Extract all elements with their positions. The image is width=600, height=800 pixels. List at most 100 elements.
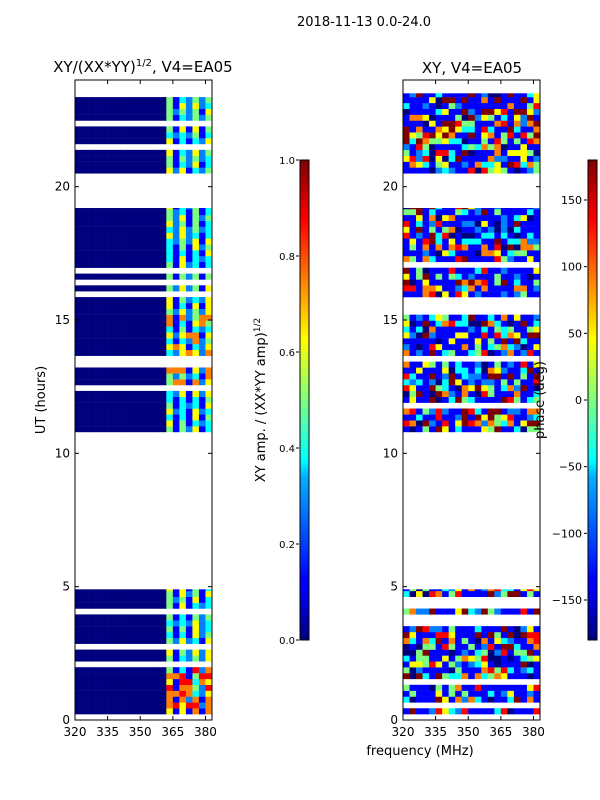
heatmap-cell <box>166 696 174 703</box>
heatmap-cell <box>127 132 135 139</box>
heatmap-cell <box>474 385 482 392</box>
heatmap-cell <box>146 367 154 374</box>
heatmap-cell <box>435 238 443 245</box>
heatmap-cell <box>101 614 108 621</box>
heatmap-cell <box>185 285 193 292</box>
heatmap-cell <box>185 97 193 104</box>
heatmap-cell <box>88 590 95 597</box>
heatmap-cell <box>205 349 212 356</box>
heatmap-cell <box>416 373 423 380</box>
heatmap-cell <box>107 138 115 145</box>
heatmap-cell <box>146 396 154 403</box>
heatmap-cell <box>481 649 489 656</box>
heatmap-cell <box>507 273 515 280</box>
heatmap-cell <box>153 590 161 597</box>
heatmap-cell <box>455 314 463 321</box>
heatmap-cell <box>513 214 521 221</box>
heatmap-cell <box>179 620 187 627</box>
heatmap-cell <box>81 702 89 709</box>
heatmap-cell <box>448 120 456 127</box>
heatmap-cell <box>185 379 193 386</box>
heatmap-cell <box>172 102 180 109</box>
heatmap-cell <box>520 167 528 174</box>
heatmap-cell <box>461 291 469 298</box>
heatmap-cell <box>494 708 502 715</box>
heatmap-cell <box>468 684 476 691</box>
heatmap-cell <box>409 209 417 216</box>
heatmap-cell <box>500 426 508 433</box>
heatmap-cell <box>507 590 515 597</box>
heatmap-cell <box>526 385 534 392</box>
heatmap-cell <box>526 208 534 210</box>
heatmap-cell <box>442 696 449 703</box>
heatmap-cell <box>192 108 200 115</box>
heatmap-cell <box>455 214 463 221</box>
heatmap-cell <box>127 649 135 656</box>
heatmap-cell <box>81 684 89 691</box>
heatmap-cell <box>416 626 423 633</box>
heatmap-cell <box>192 208 200 210</box>
heatmap-cell <box>101 326 108 333</box>
heatmap-cell <box>179 132 187 139</box>
heatmap-cell <box>120 138 128 145</box>
heatmap-cell <box>198 367 206 374</box>
heatmap-cell <box>442 108 449 115</box>
heatmap-cell <box>533 238 540 245</box>
heatmap-cell <box>409 267 417 274</box>
heatmap-cell <box>101 261 108 268</box>
heatmap-cell <box>185 696 193 703</box>
heatmap-cell <box>500 408 508 415</box>
heatmap-cell <box>81 114 89 121</box>
heatmap-cell <box>114 367 121 374</box>
heatmap-cell <box>520 273 528 280</box>
heatmap-cell <box>198 208 206 210</box>
heatmap-cell <box>192 320 200 327</box>
heatmap-cell <box>94 379 102 386</box>
heatmap-cell <box>416 144 423 151</box>
heatmap-cell <box>520 209 528 216</box>
heatmap-cell <box>140 250 148 257</box>
heatmap-cell <box>88 667 95 674</box>
heatmap-cell <box>205 126 212 133</box>
heatmap-cell <box>94 261 102 268</box>
left-colorbar-label-sup: 1/2 <box>253 318 263 332</box>
heatmap-cell <box>455 120 463 127</box>
heatmap-cell <box>94 702 102 709</box>
heatmap-cell <box>442 167 449 174</box>
heatmap-cell <box>75 244 82 251</box>
heatmap-cell <box>81 167 89 174</box>
heatmap-cell <box>140 238 148 245</box>
heatmap-cell <box>455 220 463 227</box>
heatmap-cell <box>192 314 200 321</box>
heatmap-cell <box>474 379 482 386</box>
left-y-axis-label: UT (hours) <box>34 366 49 434</box>
heatmap-cell <box>88 273 95 280</box>
heatmap-cell <box>88 373 95 380</box>
heatmap-cell <box>422 385 430 392</box>
heatmap-cell <box>533 408 540 415</box>
heatmap-cell <box>435 232 443 239</box>
heatmap-cell <box>133 696 141 703</box>
heatmap-cell <box>474 238 482 245</box>
heatmap-cell <box>416 390 423 397</box>
heatmap-cell <box>153 373 161 380</box>
heatmap-cell <box>153 344 161 351</box>
heatmap-cell <box>205 308 212 315</box>
heatmap-cell <box>94 620 102 627</box>
heatmap-cell <box>172 379 180 386</box>
heatmap-cell <box>114 232 121 239</box>
heatmap-cell <box>435 408 443 415</box>
heatmap-cell <box>75 338 82 345</box>
heatmap-cell <box>487 344 495 351</box>
heatmap-cell <box>94 673 102 680</box>
heatmap-cell <box>468 314 476 321</box>
heatmap-cell <box>146 426 154 433</box>
heatmap-cell <box>500 361 508 368</box>
heatmap-cell <box>172 637 180 644</box>
heatmap-cell <box>416 102 423 109</box>
heatmap-cell <box>166 678 174 685</box>
heatmap-cell <box>120 349 128 356</box>
heatmap-cell <box>166 285 174 292</box>
heatmap-cell <box>513 420 521 427</box>
heatmap-cell <box>442 238 449 245</box>
